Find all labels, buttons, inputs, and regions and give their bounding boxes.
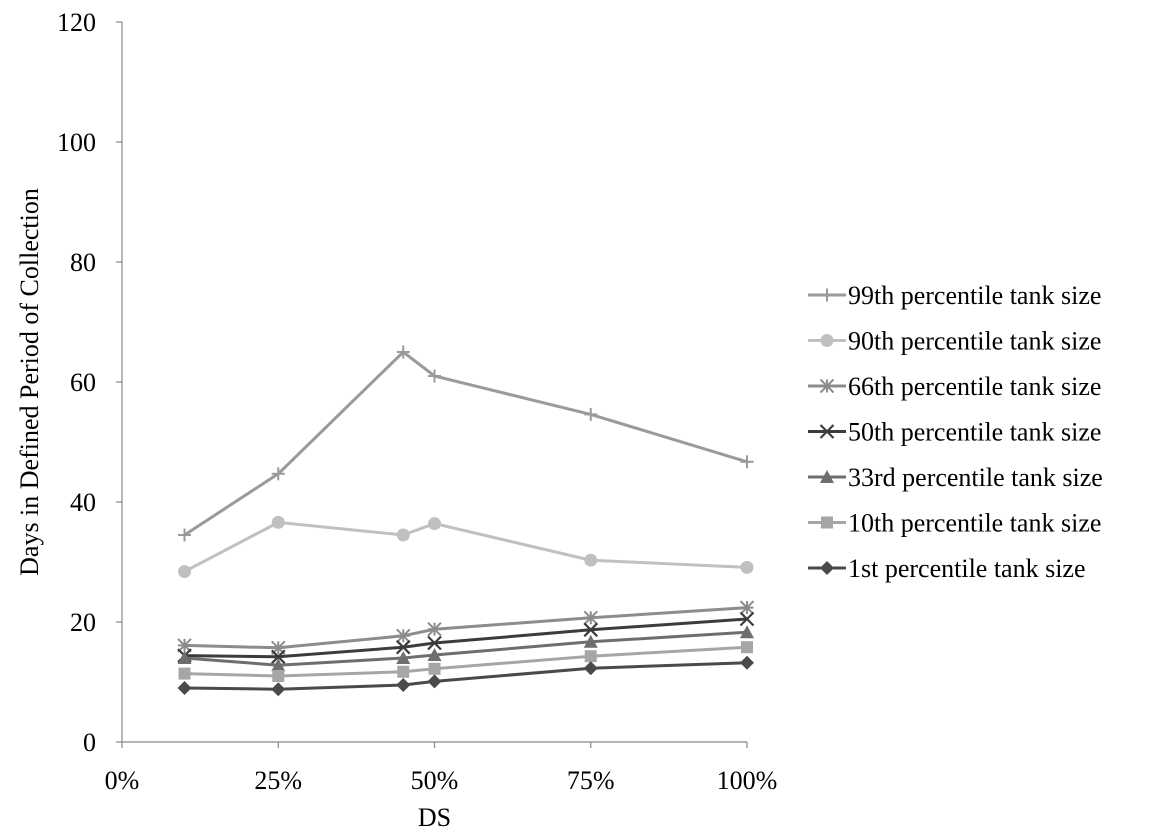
data-point (583, 634, 598, 648)
data-point (178, 565, 191, 579)
data-point (740, 625, 754, 639)
data-point (395, 639, 411, 655)
series-33rd (177, 625, 754, 672)
data-point (396, 651, 411, 664)
x-tick-label: 50% (411, 766, 459, 795)
legend-marker (820, 334, 834, 347)
data-point (270, 649, 286, 665)
data-point (583, 622, 599, 638)
legend-marker (819, 378, 835, 394)
data-point (584, 407, 598, 421)
y-tick-label: 0 (83, 728, 96, 757)
legend-item: 50th percentile tank size (808, 418, 1101, 447)
x-axis-title: DS (418, 803, 451, 832)
data-point (396, 528, 410, 542)
legend-marker (819, 424, 835, 439)
series-50th (177, 611, 755, 665)
series-line (183, 520, 748, 573)
x-tick-label: 25% (254, 766, 302, 795)
data-point (178, 528, 191, 542)
chart-axes (116, 21, 748, 748)
legend-item: 90th percentile tank size (808, 327, 1101, 356)
data-point (396, 628, 411, 644)
data-point (178, 667, 191, 680)
data-point (428, 517, 441, 531)
x-tick-label: 0% (105, 766, 140, 795)
legend-label: 33rd percentile tank size (848, 463, 1103, 492)
legend-label: 10th percentile tank size (848, 509, 1101, 538)
series-90th (178, 515, 754, 579)
data-point (583, 661, 598, 676)
data-point (271, 515, 285, 529)
data-point (396, 345, 410, 359)
x-tick-label: 75% (567, 766, 615, 795)
data-point (177, 651, 192, 664)
data-point (739, 611, 755, 627)
legend-label: 99th percentile tank size (848, 281, 1101, 310)
series-1st (177, 655, 754, 697)
data-point (427, 674, 442, 689)
series-line (184, 661, 748, 691)
legend-item: 10th percentile tank size (808, 509, 1101, 538)
y-tick-label: 120 (57, 8, 96, 37)
legend-item: 33rd percentile tank size (808, 463, 1103, 492)
legend-marker (820, 288, 834, 302)
y-tick-label: 80 (70, 248, 96, 277)
legend-marker (820, 561, 834, 575)
legend-label: 1st percentile tank size (848, 554, 1086, 583)
data-point (427, 621, 442, 637)
data-point (271, 658, 286, 672)
data-point (271, 682, 286, 697)
series-99th (178, 345, 754, 542)
data-point (584, 650, 597, 663)
data-point (584, 553, 598, 567)
y-tick-label: 40 (70, 488, 96, 517)
series-line (183, 350, 748, 537)
series-line (184, 630, 748, 667)
series-line (184, 606, 748, 650)
legend-item: 66th percentile tank size (808, 372, 1101, 401)
chart-tick-labels: 0 20 40 60 80 100 120 0% 25% 50% 75% 100% (57, 8, 777, 795)
data-point (428, 662, 441, 675)
data-point (583, 610, 598, 626)
series-line (184, 645, 748, 678)
data-point (272, 670, 285, 682)
series-66th (177, 600, 755, 656)
data-point (177, 681, 192, 695)
data-point (427, 648, 442, 661)
legend: 99th percentile tank size 90th percentile… (808, 281, 1103, 583)
legend-item: 1st percentile tank size (808, 554, 1086, 583)
legend-marker (821, 516, 833, 529)
legend-item: 99th percentile tank size (808, 281, 1101, 310)
data-point (740, 655, 754, 670)
y-tick-label: 60 (70, 368, 96, 397)
legend-label: 90th percentile tank size (848, 327, 1101, 356)
plot-area (177, 345, 755, 697)
data-point (396, 678, 411, 692)
y-tick-label: 100 (57, 128, 96, 157)
series-10th (178, 641, 753, 682)
data-point (397, 665, 410, 678)
data-point (740, 455, 754, 469)
data-point (428, 369, 441, 383)
legend-marker (820, 470, 834, 483)
y-tick-label: 20 (70, 608, 96, 637)
data-point (271, 467, 285, 481)
legend-label: 66th percentile tank size (848, 372, 1101, 401)
data-point (741, 641, 753, 654)
data-point (427, 635, 442, 651)
x-tick-label: 100% (717, 766, 778, 795)
y-axis-title: Days in Defined Period of Collection (15, 188, 44, 576)
series-line (184, 617, 748, 659)
legend-label: 50th percentile tank size (848, 418, 1101, 447)
data-point (740, 560, 754, 574)
data-point (739, 600, 755, 615)
